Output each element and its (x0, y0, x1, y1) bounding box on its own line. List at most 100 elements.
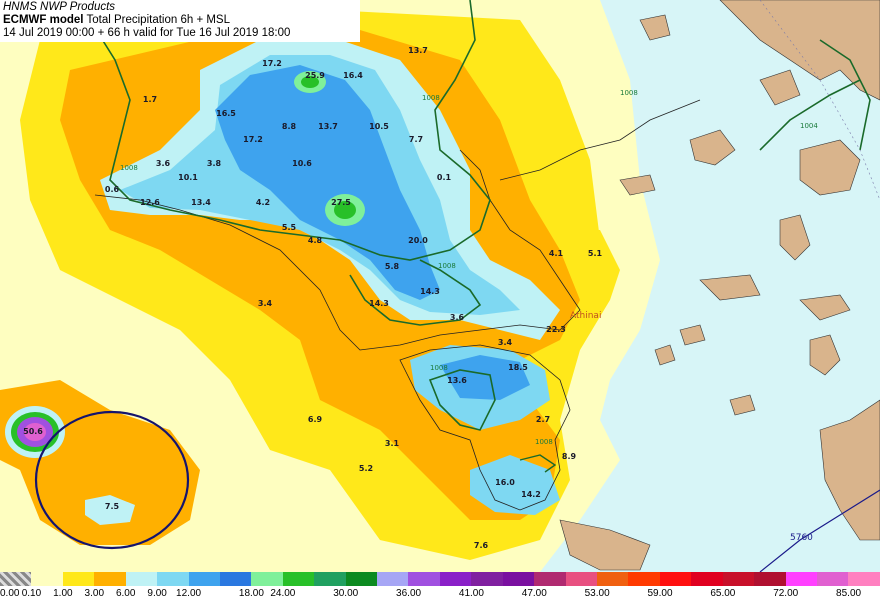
legend-swatch (62, 572, 95, 586)
land-chios (779, 214, 811, 261)
precip-max-north-core (301, 76, 319, 88)
precip-value-label: 1.7 (143, 95, 157, 104)
precip-value-label: 14.3 (420, 287, 440, 296)
isobar-label: 1004 (800, 122, 818, 130)
precip-value-label: 5.5 (282, 223, 297, 232)
legend-swatch (659, 572, 692, 586)
legend-swatch (722, 572, 755, 586)
land-cyclades-3 (679, 324, 706, 346)
isobar-label: 1008 (438, 262, 456, 270)
legend-tick-label: 36.00 (396, 588, 422, 599)
legend-swatch (314, 572, 346, 586)
coastline-peloponnese (399, 344, 571, 511)
precip-area-yellow-ne (560, 230, 620, 300)
coastline-greece-mainland (94, 149, 581, 351)
precip-value-label: 0.1 (437, 173, 452, 182)
legend-tick-label: 47.00 (521, 588, 547, 599)
legend-swatch (471, 572, 503, 586)
precip-value-label: 10.1 (178, 173, 198, 182)
precip-value-label: 7.6 (474, 541, 489, 550)
isobar-crete (519, 454, 557, 473)
legend-swatch (534, 572, 566, 586)
isobar-north-east (819, 39, 871, 151)
land-lesbos (799, 139, 861, 196)
precip-value-label: 8.9 (562, 452, 577, 461)
precip-value-label: 8.8 (282, 122, 297, 131)
isobar-label: 1008 (120, 164, 138, 172)
land-turkey-north (719, 0, 880, 101)
isobar-label: 1008 (535, 438, 553, 446)
legend-tick-label: 3.00 (84, 588, 105, 599)
land-cyclades-2 (729, 394, 756, 416)
land-thasos (639, 14, 671, 41)
precip-value-label: 16.5 (216, 109, 236, 118)
legend-swatch (157, 572, 189, 586)
legend-swatch (785, 572, 817, 586)
legend-swatch (848, 572, 880, 586)
land-crete-south (559, 519, 651, 571)
isobar-central (349, 259, 482, 326)
precip-value-label: 10.6 (292, 159, 312, 168)
legend-ticks: 0.00 0.10 1.00 3.00 6.00 9.00 12.00 18.00 24.00 3… (0, 586, 880, 606)
coastline-north (499, 99, 701, 181)
model-title: ECMWF model Total Precipitation 6h + MSL (3, 14, 357, 27)
land-turkey-south (819, 399, 880, 541)
land-crete-east (699, 274, 761, 301)
legend-tick-label: 59.00 (647, 588, 673, 599)
precip-value-label: 17.2 (262, 59, 282, 68)
graticule-line (759, 0, 880, 201)
precip-value-label: 13.7 (318, 122, 338, 131)
legend-swatch (345, 572, 378, 586)
precip-value-label: 12.6 (140, 198, 160, 207)
precip-value-label: 7.7 (409, 135, 423, 144)
legend-swatch (597, 572, 629, 586)
precip-cell-west-core (24, 423, 46, 441)
isobar-labels: 1008 1008 1004 1008 1008 1008 1008 (120, 89, 818, 446)
legend-swatch (502, 572, 535, 586)
legend-tick-label: 0.00 (0, 588, 20, 599)
land-dodecanese (759, 69, 801, 106)
low-pressure-circle (34, 410, 190, 550)
precip-value-label: 13.6 (447, 376, 467, 385)
legend-tick-label: 85.00 (836, 588, 862, 599)
legend-tick-label: 9.00 (147, 588, 167, 599)
precip-value-label: 7.5 (105, 502, 120, 511)
precip-value-label: 10.5 (369, 122, 389, 131)
legend-swatch (408, 572, 440, 586)
precip-value-label: 4.2 (256, 198, 270, 207)
precip-area-crete-zone (470, 455, 560, 515)
precip-value-label: 5.1 (588, 249, 603, 258)
isobar-label: 1008 (430, 364, 448, 372)
precip-value-label: 22.3 (546, 325, 566, 334)
isobar-north (89, 0, 491, 261)
precip-value-label: 16.0 (495, 478, 515, 487)
isobar-east (759, 79, 861, 151)
legend-tick-label: 6.00 (115, 588, 136, 599)
land-rhodes (809, 334, 841, 376)
legend-swatch (377, 572, 409, 586)
precip-max-central-core (334, 201, 356, 219)
precip-value-label: 0.6 (105, 185, 120, 194)
legend-swatch (628, 572, 660, 586)
precip-value-label: 3.4 (498, 338, 513, 347)
precip-value-label: 3.6 (450, 313, 465, 322)
geopotential-label: 5760 (790, 533, 813, 543)
legend-tick-label: 0.10 (21, 588, 42, 599)
legend-swatch (282, 572, 315, 586)
legend-tick-label: 41.00 (458, 588, 484, 599)
land-sporades (619, 174, 656, 196)
precip-value-label: 14.3 (369, 299, 389, 308)
legend-swatch (188, 572, 220, 586)
validity-time: 14 Jul 2019 00:00 + 66 h valid for Tue 1… (3, 27, 291, 39)
precip-value-label: 3.1 (385, 439, 400, 448)
legend-tick-label: 1.00 (53, 588, 73, 599)
precip-value-label: 4.8 (308, 236, 323, 245)
precip-value-label: 5.2 (359, 464, 373, 473)
precip-area-blue (215, 65, 440, 300)
precip-value-label: 13.7 (408, 46, 428, 55)
precip-value-label: 13.4 (191, 198, 211, 207)
legend-swatch (691, 572, 723, 586)
map-header: HNMS NWP Products ECMWF model Total Prec… (0, 0, 360, 42)
legend-swatch (31, 572, 63, 586)
legend-swatch (125, 572, 158, 586)
